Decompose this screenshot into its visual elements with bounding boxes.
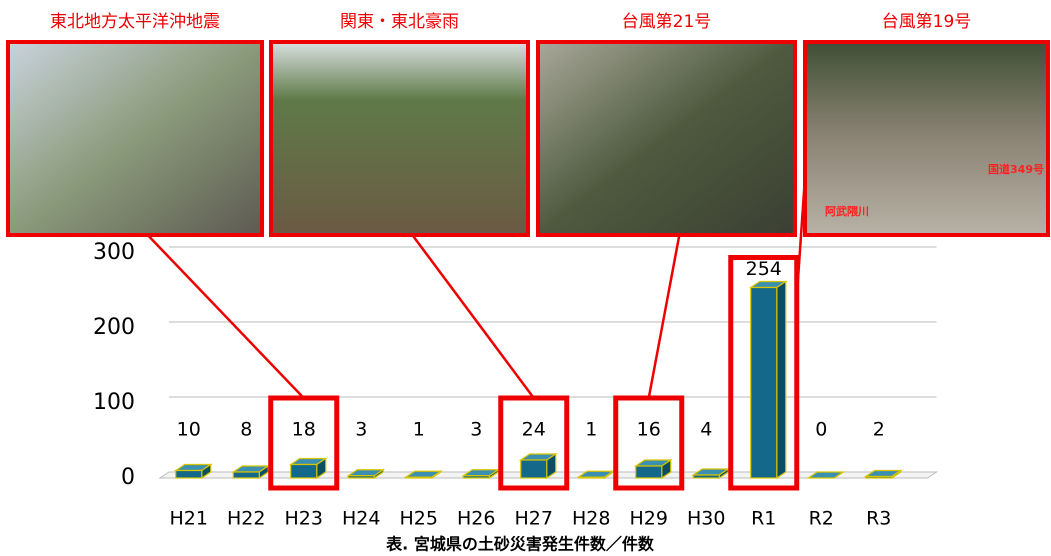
value-label: 24 [522,419,546,441]
x-tick-label: R2 [809,508,834,530]
x-tick-label: R1 [751,508,776,530]
bar [232,471,260,479]
bar [635,465,663,479]
x-tick-label: H25 [400,508,438,530]
bar [577,476,605,479]
bar [175,469,203,479]
x-tick-label: R3 [866,508,891,530]
x-tick-label: H24 [342,508,380,530]
photo [536,40,797,237]
value-label: 0 [815,419,827,441]
bar [865,475,893,479]
photo-label: 阿武隈川 [825,204,869,218]
bar [692,474,720,479]
value-label: 3 [470,419,482,441]
x-tick-label: H27 [515,508,553,530]
photo [6,40,264,237]
bar [520,459,548,479]
bar-side [833,471,844,479]
value-label: 10 [177,419,201,441]
value-label: 8 [240,419,252,441]
x-tick-label: H26 [457,508,495,530]
value-label: 254 [746,258,782,280]
highlight-box [728,255,800,491]
y-tick-label: 0 [121,465,135,490]
chart-caption: 表. 宮城県の土砂災害発生件数／件数 [385,535,655,554]
value-label: 18 [292,419,316,441]
connector [146,234,305,399]
bar [347,475,375,479]
x-tick-label: H30 [687,508,725,530]
x-tick-label: H29 [630,508,668,530]
photo-label: 国道349号 [988,162,1044,176]
value-label: 4 [700,419,712,441]
connector [795,177,807,298]
value-label: 1 [413,419,425,441]
y-tick-label: 300 [93,240,135,265]
photo [803,40,1050,237]
bar-side [776,280,787,480]
bar [750,286,778,479]
photo-title: 東北地方太平洋沖地震 [50,12,220,32]
value-label: 1 [585,419,597,441]
bar [462,475,490,479]
y-tick-label: 200 [93,315,135,340]
photo-title: 台風第19号 [882,12,972,32]
value-label: 2 [873,419,885,441]
bar [405,476,433,479]
x-tick-label: H21 [170,508,208,530]
connector [411,234,535,399]
photo-title: 関東・東北豪雨 [340,11,459,32]
x-tick-label: H28 [572,508,610,530]
value-label: 3 [355,419,367,441]
connector [647,234,681,399]
y-tick-label: 100 [93,390,135,415]
bar [290,463,318,479]
x-tick-label: H22 [227,508,265,530]
photo-title: 台風第21号 [622,12,712,32]
value-label: 16 [637,419,661,441]
photo [269,40,530,237]
x-tick-label: H23 [285,508,323,530]
